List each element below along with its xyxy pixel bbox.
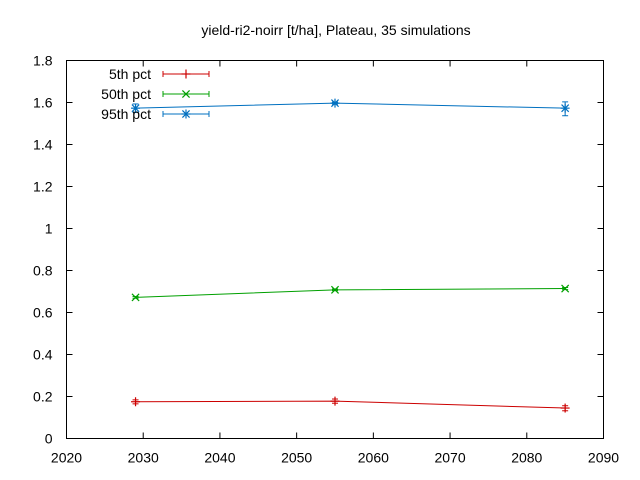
x-tick-label: 2080 [511, 450, 542, 466]
series-3 [131, 98, 570, 117]
data-point-cross-marker [561, 284, 570, 293]
y-tick-label: 0.6 [33, 305, 53, 321]
y-tick-label: 0.8 [33, 263, 53, 279]
data-point-star-marker [181, 109, 191, 119]
data-point-star-marker [560, 103, 570, 113]
data-point-plus-marker [181, 69, 191, 79]
x-tick-label: 2090 [588, 450, 619, 466]
series-layer [131, 98, 570, 413]
x-tick-label: 2050 [281, 450, 312, 466]
marker-stroke [131, 104, 140, 113]
x-tick-label: 2020 [51, 450, 82, 466]
y-tick-label: 1.8 [33, 53, 53, 69]
data-point-plus-marker [330, 396, 340, 406]
legend-label: 95th pct [101, 106, 151, 122]
series-line [135, 102, 566, 109]
legend-label: 5th pct [109, 66, 151, 82]
y-tick-label: 0.2 [33, 389, 53, 405]
x-tick-label: 2030 [128, 450, 159, 466]
y-tick-label: 1.6 [33, 95, 53, 111]
series-line [135, 288, 566, 298]
series-1 [131, 396, 570, 413]
legend-entry-2: 50th pct [101, 86, 210, 102]
plot-frame [66, 60, 604, 439]
marker-stroke [561, 284, 570, 293]
y-tick-label: 0.4 [33, 347, 53, 363]
marker-stroke [131, 293, 140, 302]
x-tick-label: 2060 [358, 450, 389, 466]
data-point-star-marker [131, 103, 141, 113]
legend: 5th pct 50th pct 95th pct [101, 66, 210, 122]
marker-stroke [181, 109, 191, 119]
legend-label: 50th pct [101, 86, 151, 102]
y-tick-label: 1.4 [33, 137, 53, 153]
marker-stroke [561, 104, 570, 113]
series-line [135, 400, 566, 409]
data-point-star-marker [330, 98, 340, 108]
y-tick-label: 0 [45, 431, 53, 447]
x-tick-label: 2040 [204, 450, 235, 466]
legend-entry-1: 5th pct [109, 66, 210, 82]
chart-title: yield-ri2-noirr [t/ha], Plateau, 35 simu… [201, 22, 470, 38]
data-point-cross-marker [131, 293, 140, 302]
axes-layer: 2020 2030 2040 2050 2060 2070 2080 2090 0 0.2 0.4 0… [33, 53, 619, 466]
legend-entry-3: 95th pct [101, 106, 210, 122]
data-point-plus-marker [560, 403, 570, 413]
data-point-cross-marker [330, 285, 340, 294]
y-tick-label: 1 [45, 221, 53, 237]
x-tick-label: 2070 [434, 450, 465, 466]
y-tick-label: 1.2 [33, 179, 53, 195]
marker-stroke [330, 285, 340, 294]
data-point-cross-marker [181, 89, 191, 99]
marker-stroke [181, 89, 191, 99]
series-2 [131, 284, 570, 302]
data-point-plus-marker [131, 397, 141, 407]
marker-stroke [330, 99, 340, 108]
